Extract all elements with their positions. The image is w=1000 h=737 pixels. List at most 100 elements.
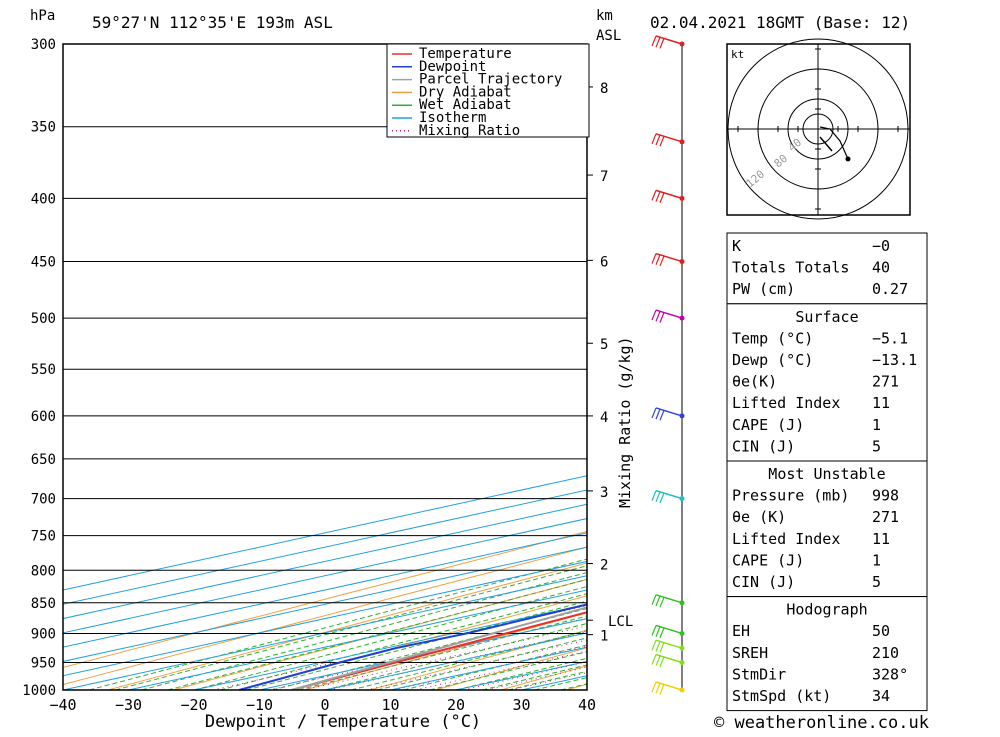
index-value: 1 [872,551,881,569]
index-value: 5 [872,573,881,591]
wind-barb-feather [652,654,656,664]
wind-barb-feather [660,657,664,667]
wind-barb-feather [656,192,660,202]
datetime-title: 02.04.2021 18GMT (Base: 12) [650,13,910,32]
index-label: CIN (J) [732,573,795,591]
height-tick-label: 2 [600,558,608,574]
index-label: θe(K) [732,373,777,391]
wind-barb-feather [660,136,664,146]
index-label: Lifted Index [732,530,840,548]
wind-barb-feather [660,38,664,48]
wind-barb-feather [660,597,664,607]
index-label: EH [732,622,750,640]
index-value: 271 [872,508,899,526]
index-value: 271 [872,373,899,391]
wind-barb-feather [652,408,656,418]
wind-barb-feather [656,255,660,265]
height-tick-label: 3 [600,485,608,501]
temperature-tick-label: −20 [180,696,207,714]
index-label: PW (cm) [732,280,795,298]
wind-barb-feather [656,37,660,47]
wind-barb-feather [652,310,656,320]
index-value: 328° [872,665,908,683]
wind-barb-feather [656,492,660,502]
pressure-tick-label: 900 [31,627,56,643]
height-tick-label: 7 [600,169,608,185]
wind-barb-feather [656,596,660,606]
height-tick-label: 1 [600,629,608,645]
pressure-tick-label: 800 [31,563,56,579]
wind-barb-feather [660,684,664,694]
wind-barb-feather [660,493,664,503]
wind-barb-feather [652,682,656,692]
index-label: SREH [732,644,768,662]
units-asl: ASL [596,28,621,44]
wind-barb-feather [652,491,656,501]
index-label: CIN (J) [732,437,795,455]
pressure-tick-label: 950 [31,656,56,672]
index-label: CAPE (J) [732,416,804,434]
mixing-ratio-axis-title: Mixing Ratio (g/kg) [616,336,634,508]
index-value: −13.1 [872,351,917,369]
pressure-tick-label: 550 [31,362,56,378]
wind-barb-feather [652,134,656,144]
index-label: θe (K) [732,508,786,526]
height-tick-label: 8 [600,81,608,97]
wind-barb-feather [656,409,660,419]
index-value: 11 [872,530,890,548]
indices-section-title: Most Unstable [768,465,885,483]
wind-barb-feather [660,256,664,266]
index-value: 210 [872,644,899,662]
pressure-tick-label: 600 [31,409,56,425]
dry-adiabat-line [959,44,1000,690]
wind-barb-feather [660,628,664,638]
wind-barb-feather [656,311,660,321]
wind-barb-feather [656,683,660,693]
index-value: −5.1 [872,329,908,347]
index-value: 34 [872,687,890,705]
pressure-tick-label: 700 [31,492,56,508]
wind-barb-feather [656,627,660,637]
temperature-tick-label: 30 [512,696,530,714]
index-value: 998 [872,487,899,505]
pressure-axis: 3003504004505005506006507007508008509009… [22,37,56,699]
wind-barb-feather [660,410,664,420]
copyright: © weatheronline.co.uk [714,713,929,733]
wind-barb-feather [656,135,660,145]
index-value: 5 [872,437,881,455]
units-hpa: hPa [30,8,55,24]
pressure-tick-label: 300 [31,37,56,53]
pressure-tick-label: 500 [31,311,56,327]
index-value: 40 [872,259,890,277]
wind-barb-feather [652,36,656,46]
index-label: K [732,237,741,255]
temperature-tick-label: −40 [49,696,76,714]
wind-barb-feather [660,312,664,322]
wind-barb-feather [660,193,664,203]
hodograph-units: kt [731,48,744,61]
index-label: Dewp (°C) [732,351,813,369]
pressure-tick-label: 750 [31,529,56,545]
indices-section-title: Hodograph [786,601,867,619]
index-label: StmSpd (kt) [732,687,831,705]
legend-label: Mixing Ratio [419,123,520,139]
index-label: Totals Totals [732,259,849,277]
wind-barb-feather [660,643,664,653]
index-value: 1 [872,416,881,434]
height-tick-label: 4 [600,410,608,426]
wind-barb-feather [652,640,656,650]
location-title: 59°27'N 112°35'E 193m ASL [92,13,333,32]
wind-barb-feather [652,625,656,635]
pressure-tick-label: 650 [31,452,56,468]
height-tick-label: 5 [600,337,608,353]
pressure-tick-label: 850 [31,596,56,612]
index-label: CAPE (J) [732,551,804,569]
pressure-tick-label: 350 [31,120,56,136]
wind-barb-feather [656,656,660,666]
temperature-tick-label: 40 [578,696,596,714]
lcl-label: LCL [608,614,633,630]
wind-barb-feather [656,641,660,651]
